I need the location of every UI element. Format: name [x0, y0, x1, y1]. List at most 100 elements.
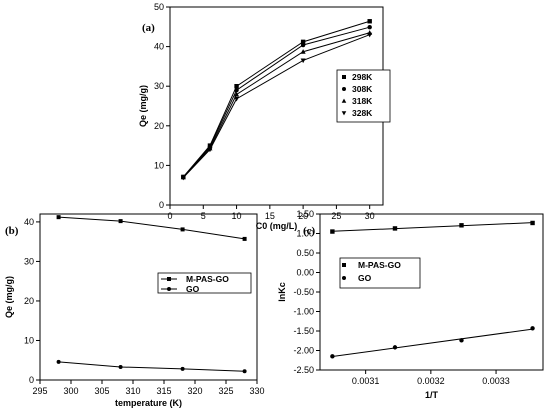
data-point [459, 338, 464, 343]
legend-marker [342, 276, 346, 280]
series-fit-line [332, 328, 533, 358]
x-tick-label: 325 [218, 386, 233, 396]
x-tick-label: 0.0033 [482, 376, 510, 386]
x-tick-label: 30 [365, 211, 375, 221]
legend-marker [167, 277, 171, 281]
y-tick-label: -1.50 [293, 326, 314, 336]
data-point [459, 223, 464, 228]
x-tick-label: 305 [94, 386, 109, 396]
y-tick-label: 20 [154, 121, 164, 131]
y-axis-label: Qe (mg/g) [138, 85, 148, 127]
series-line [58, 361, 245, 372]
panel-label: (a) [142, 22, 155, 34]
x-tick-label: 25 [331, 211, 341, 221]
x-tick-label: 0.0031 [352, 376, 380, 386]
series-fit-line [332, 222, 533, 232]
legend-label: M-PAS-GO [186, 274, 229, 284]
y-tick-label: 10 [154, 160, 164, 170]
data-point [180, 175, 186, 181]
legend-label: 308K [352, 84, 373, 94]
x-axis-label: 1/T [425, 390, 439, 400]
legend-marker [342, 87, 346, 91]
legend-marker [342, 263, 346, 267]
data-point [56, 359, 61, 364]
y-tick-label: -2.50 [293, 365, 314, 375]
y-tick-label: 0 [159, 200, 164, 210]
data-point [367, 32, 373, 38]
legend-box [157, 272, 252, 294]
y-tick-label: 0.50 [296, 248, 314, 258]
x-tick-label: 310 [125, 386, 140, 396]
x-tick-label: 315 [156, 386, 171, 396]
data-point [234, 87, 239, 93]
y-tick-label: 20 [24, 296, 34, 306]
y-tick-label: 30 [154, 81, 164, 91]
data-point [392, 345, 398, 350]
y-tick-label: -0.50 [293, 287, 314, 297]
legend-label: GO [186, 284, 200, 294]
data-point [330, 354, 335, 359]
data-point [242, 236, 247, 241]
y-tick-label: -2.00 [293, 346, 314, 356]
x-tick-label: 0 [167, 211, 172, 221]
y-tick-label: -1.00 [293, 307, 314, 317]
x-tick-label: 20 [298, 211, 308, 221]
chart-b: 295 300 305 310 315 320 325 330 0 10 20 30 40 tempera… [4, 213, 265, 408]
x-tick-label: 0.0032 [417, 376, 445, 386]
plot-frame [319, 213, 544, 371]
x-tick-label: 320 [187, 386, 202, 396]
legend-box [339, 257, 421, 289]
legend-label: 298K [352, 72, 373, 82]
x-axis-label: temperature (K) [115, 398, 182, 408]
legend-label: 328K [352, 108, 373, 118]
data-point [367, 24, 372, 30]
legend-label: M-PAS-GO [358, 260, 401, 270]
data-point [530, 220, 535, 226]
data-point [180, 227, 185, 232]
x-tick-label: 15 [265, 211, 275, 221]
x-tick-label: 295 [32, 386, 47, 396]
legend-marker [342, 75, 346, 79]
data-point [234, 96, 240, 102]
data-point [118, 219, 123, 224]
y-axis-label: lnKc [277, 282, 287, 302]
legend-marker [167, 287, 171, 291]
data-point [207, 147, 213, 153]
y-axis-label: Qe (mg/g) [4, 276, 14, 318]
data-point [300, 39, 306, 45]
legend-label: GO [358, 273, 372, 283]
series-line [58, 216, 245, 240]
data-point [180, 366, 185, 371]
panel-label: (b) [5, 225, 19, 237]
legend: M-PAS-GO GO [339, 257, 421, 289]
y-tick-label: 0.00 [296, 268, 314, 278]
data-point [234, 84, 239, 89]
y-tick-label: 30 [24, 256, 34, 266]
data-point [367, 19, 372, 24]
data-point [530, 326, 535, 331]
x-tick-label: 330 [249, 386, 264, 396]
y-tick-label: 40 [154, 42, 164, 52]
legend-marker [341, 111, 347, 116]
chart-c: 0.0031 0.0032 0.0033 -2.50 -2.00 -1.50 -1.00 -0… [277, 209, 544, 400]
data-point [234, 91, 240, 97]
data-point [118, 364, 123, 369]
y-tick-label: 10 [24, 335, 34, 345]
data-point [300, 42, 306, 48]
panel-label: (c) [303, 225, 316, 237]
data-point [392, 226, 398, 231]
data-point [56, 215, 61, 220]
y-tick-label: 40 [24, 217, 34, 227]
y-tick-label: 50 [154, 2, 164, 12]
legend: 298K 308K 318K 328K [336, 69, 391, 123]
data-point [242, 369, 247, 374]
data-point [300, 58, 306, 64]
plot-frame [39, 213, 258, 381]
x-tick-label: 5 [201, 211, 206, 221]
chart-a: 0 5 10 15 20 25 30 0 10 20 30 40 50 C0 (mg/L) Qe (mg/g… [138, 2, 391, 231]
y-tick-label: 1.00 [296, 229, 314, 239]
data-point [330, 229, 335, 234]
x-axis-label: C0 (mg/L) [256, 221, 298, 231]
